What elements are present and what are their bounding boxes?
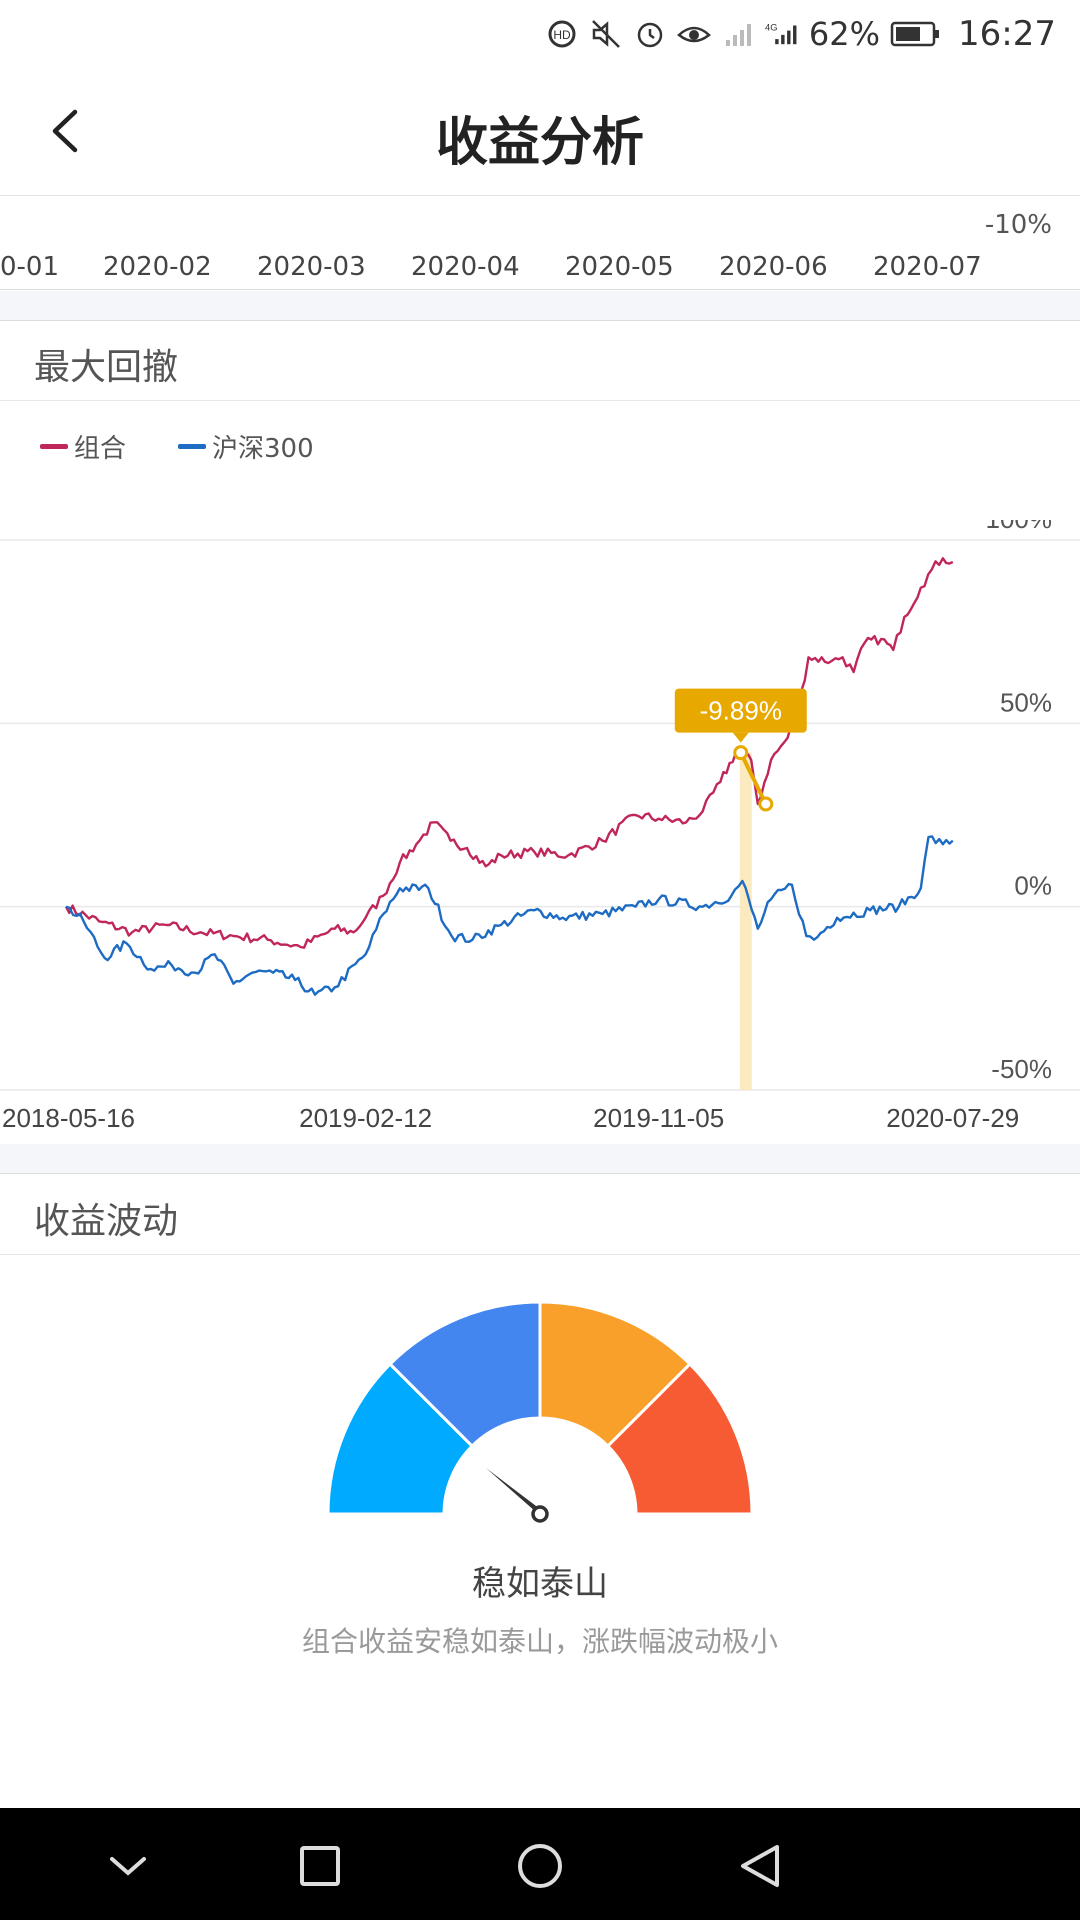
- drawdown-peak-marker: [733, 745, 749, 761]
- page-title: 收益分析: [435, 113, 644, 173]
- no-signal-icon: [721, 17, 755, 51]
- clock: 16:27: [958, 14, 1056, 54]
- prev-chart-x-axis: 0-01 2020-02 2020-03 2020-04 2020-05 202…: [0, 252, 1080, 286]
- tooltip-pointer: [732, 732, 749, 743]
- legend-item-portfolio[interactable]: 组合: [40, 428, 126, 465]
- drawdown-trough-marker: [758, 796, 774, 812]
- gauge-needle: [486, 1468, 544, 1519]
- volatility-description: 组合收益安稳如泰山，涨跌幅波动极小: [301, 1625, 778, 1658]
- x-tick-label: 2019-11-05: [593, 1103, 724, 1133]
- alarm-icon: [633, 17, 667, 51]
- volatility-section-title: 收益波动: [34, 1201, 179, 1242]
- legend-swatch: [40, 444, 68, 449]
- battery-icon: [890, 17, 942, 51]
- legend-label: 沪深300: [212, 434, 314, 464]
- nav-hide-button[interactable]: [98, 1836, 158, 1896]
- y-tick-label: -50%: [991, 1054, 1052, 1084]
- mute-icon: [589, 17, 623, 51]
- battery-percent: 62%: [808, 15, 881, 53]
- svg-text:4G: 4G: [765, 23, 777, 33]
- volatility-gauge: [326, 1300, 754, 1523]
- system-nav-bar: [0, 1808, 1080, 1920]
- circle-icon: [518, 1844, 562, 1888]
- section-divider: [0, 1254, 1080, 1255]
- nav-home-button[interactable]: [510, 1836, 570, 1896]
- app-header: 收益分析: [0, 66, 1080, 196]
- x-tick-label: 2020-07-29: [886, 1103, 1019, 1133]
- drawdown-tooltip: [674, 688, 807, 733]
- drawdown-tooltip-label: -9.89%: [700, 696, 782, 726]
- y-tick-label: 100%: [986, 520, 1053, 534]
- prev-x-label: 0-01: [0, 252, 60, 282]
- nav-recents-button[interactable]: [290, 1836, 350, 1896]
- status-icons: HD 4G 62% 16:27: [545, 12, 1056, 56]
- prev-x-label: 2020-06: [719, 252, 828, 282]
- y-tick-label: 0%: [1014, 871, 1052, 901]
- previous-chart-tail: -10% 0-01 2020-02 2020-03 2020-04 2020-0…: [0, 196, 1080, 290]
- square-icon: [300, 1846, 340, 1886]
- series-line-csi300: [65, 835, 954, 996]
- hd-call-icon: HD: [545, 17, 579, 51]
- section-gap: [0, 291, 1080, 321]
- legend-item-csi300[interactable]: 沪深300: [178, 428, 314, 465]
- signal-icon: 4G: [765, 17, 799, 51]
- prev-x-label: 2020-07: [873, 252, 982, 282]
- gauge-hub: [531, 1505, 549, 1523]
- drawdown-chart[interactable]: -9.89% 100% 50% 0% -50% 2018-05-16 2019-02-12…: [0, 520, 1080, 1140]
- chevron-down-icon: [110, 1857, 146, 1876]
- status-bar: HD 4G 62% 16:27: [0, 0, 1080, 66]
- prev-x-label: 2020-02: [103, 252, 212, 282]
- back-button[interactable]: [30, 96, 100, 166]
- drawdown-band: [739, 752, 752, 1090]
- prev-chart-y-label: -10%: [984, 210, 1052, 240]
- eye-comfort-icon: [676, 17, 711, 51]
- legend-swatch: [178, 444, 207, 449]
- y-tick-label: 50%: [1000, 687, 1052, 717]
- drawdown-segment: [738, 751, 768, 805]
- chevron-left-icon: [52, 109, 78, 153]
- chart-legend: 组合 沪深300: [40, 428, 314, 465]
- x-tick-label: 2018-05-16: [2, 1103, 135, 1133]
- legend-label: 组合: [74, 434, 127, 464]
- prev-x-label: 2020-03: [257, 252, 366, 282]
- gauge-segment: [605, 1361, 754, 1516]
- svg-text:HD: HD: [553, 28, 571, 42]
- triangle-back-icon: [741, 1845, 779, 1887]
- nav-back-button[interactable]: [730, 1836, 790, 1896]
- section-divider: [0, 400, 1080, 401]
- drawdown-section-title: 最大回撤: [34, 347, 179, 388]
- series-line-portfolio: [64, 557, 954, 949]
- section-gap: [0, 1144, 1080, 1174]
- volatility-level: 稳如泰山: [472, 1564, 608, 1604]
- prev-x-label: 2020-05: [565, 252, 674, 282]
- x-tick-label: 2019-02-12: [299, 1103, 432, 1133]
- prev-x-label: 2020-04: [411, 252, 520, 282]
